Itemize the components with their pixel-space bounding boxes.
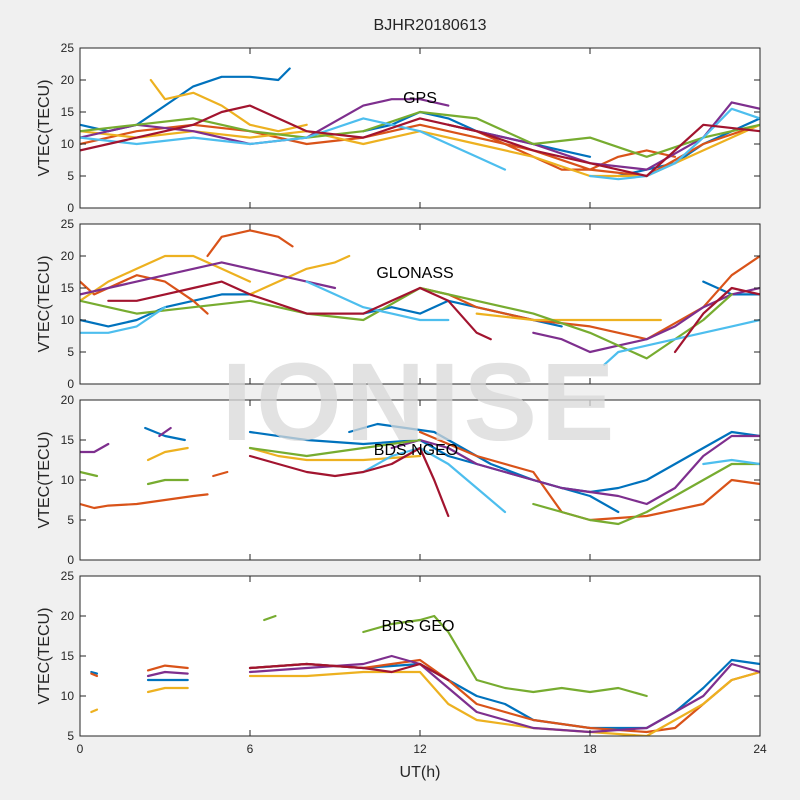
series-line-15 — [532, 462, 760, 526]
panel-1: 0 5 10 15 20 25 VTEC(TECU) GPS — [36, 41, 761, 215]
series-line-12 — [80, 286, 733, 360]
series-line-11 — [80, 117, 507, 171]
series-line-11 — [532, 286, 760, 354]
series-line-6 — [418, 254, 760, 341]
series-line-7 — [80, 254, 252, 302]
y-tick-label: 15 — [61, 281, 75, 295]
panel-label: BDS GEO — [382, 618, 455, 635]
axes-background — [80, 576, 760, 736]
y-tick-label: 10 — [61, 689, 75, 703]
y-tick-label: 25 — [61, 217, 75, 231]
y-tick-label: 15 — [61, 649, 75, 663]
y-axis-label: VTEC(TECU) — [36, 256, 53, 353]
series-lines — [80, 229, 760, 366]
y-tick-label: 5 — [67, 729, 74, 743]
x-tick-label: 6 — [247, 742, 254, 756]
x-tick-label: 0 — [77, 742, 84, 756]
series-lines — [90, 614, 760, 736]
series-line-14 — [248, 438, 422, 458]
panel-label: GPS — [403, 90, 437, 107]
series-line-10 — [80, 261, 337, 296]
series-line-11 — [390, 434, 760, 506]
figure-title: BJHR20180613 — [374, 17, 487, 34]
y-tick-label: 20 — [61, 73, 75, 87]
axes-background — [80, 48, 760, 208]
series-line-8 — [248, 446, 422, 462]
panel-label: BDS NGEO — [374, 442, 458, 459]
x-tick-label: 18 — [583, 742, 597, 756]
y-tick-label: 20 — [61, 249, 75, 263]
y-tick-label: 5 — [67, 345, 74, 359]
series-line-13 — [146, 478, 189, 486]
panel-2: 0 5 10 15 20 25 VTEC(TECU) GLONASS — [36, 217, 761, 391]
watermark: IONISE — [222, 341, 619, 464]
x-tick-label: 24 — [753, 742, 767, 756]
y-tick-label: 0 — [67, 553, 74, 567]
x-axis-label: UT(h) — [400, 764, 441, 781]
series-line-14 — [305, 280, 450, 322]
series-line-12 — [263, 614, 277, 622]
series-line-9 — [80, 442, 110, 454]
series-lines — [80, 422, 760, 526]
y-tick-label: 0 — [67, 377, 74, 391]
series-line-9 — [475, 312, 662, 322]
x-tick-label: 12 — [413, 742, 427, 756]
series-line-13 — [80, 104, 760, 178]
y-tick-label: 0 — [67, 201, 74, 215]
series-line-10 — [80, 110, 760, 158]
y-tick-label: 15 — [61, 105, 75, 119]
y-tick-label: 20 — [61, 609, 75, 623]
series-line-5 — [206, 229, 294, 258]
y-tick-label: 10 — [61, 473, 75, 487]
series-line-10 — [146, 670, 189, 678]
series-line-8 — [248, 254, 351, 296]
series-line-1 — [90, 670, 99, 675]
y-axis-label: VTEC(TECU) — [36, 608, 53, 705]
series-line-4 — [80, 274, 209, 315]
series-line-18 — [248, 446, 450, 518]
y-axis-label: VTEC(TECU) — [36, 80, 53, 177]
series-line-14 — [248, 662, 450, 682]
series-line-4 — [80, 493, 209, 510]
y-tick-label: 25 — [61, 41, 75, 55]
series-line-16 — [362, 446, 507, 514]
y-tick-label: 5 — [67, 513, 74, 527]
y-tick-label: 10 — [61, 313, 75, 327]
series-line-11 — [248, 654, 760, 734]
y-tick-label: 25 — [61, 569, 75, 583]
series-line-1 — [144, 426, 186, 442]
series-line-8 — [146, 686, 189, 694]
series-line-12 — [80, 470, 99, 478]
series-line-16 — [107, 280, 492, 341]
series-line-10 — [158, 426, 172, 438]
series-line-7 — [90, 708, 99, 714]
series-line-15 — [603, 318, 760, 366]
y-tick-label: 10 — [61, 137, 75, 151]
series-line-17 — [673, 286, 760, 354]
series-lines — [80, 67, 760, 181]
y-tick-label: 20 — [61, 393, 75, 407]
y-tick-label: 15 — [61, 433, 75, 447]
series-line-5 — [212, 470, 229, 478]
series-line-9 — [248, 670, 760, 736]
series-line-7 — [146, 446, 189, 462]
series-line-6 — [149, 78, 308, 133]
series-line-13 — [80, 306, 167, 334]
y-tick-label: 5 — [67, 169, 74, 183]
series-line-13 — [362, 614, 648, 698]
series-line-5 — [146, 664, 189, 672]
panel-3: 0 5 10 15 20 VTEC(TECU) BDS NGEO — [36, 393, 761, 567]
series-line-12 — [588, 107, 760, 181]
series-line-17 — [702, 458, 760, 466]
series-line-4 — [90, 672, 99, 678]
panel-label: GLONASS — [376, 265, 453, 282]
panel-4: 0 6 12 18 24 5 10 15 20 25 VTEC(TECU) BDS GEO — [36, 569, 767, 756]
y-axis-label: VTEC(TECU) — [36, 432, 53, 529]
